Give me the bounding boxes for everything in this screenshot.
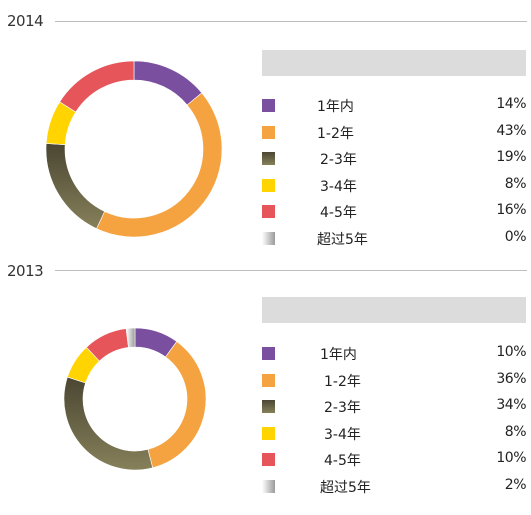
- legend-label-over-5y: 超过5年: [320, 480, 371, 496]
- legend-row-2-3y-2013: 2-3年 34%: [262, 396, 526, 418]
- divider-2014: [55, 21, 527, 22]
- slice-within-1y-2014: [133, 60, 203, 106]
- legend-row-over-5y-2014: 超过5年 0%: [262, 228, 527, 250]
- legend-value-2-3y: 19%: [496, 149, 526, 166]
- slice-1-2y-2013: [147, 341, 207, 469]
- legend-label-1-2y: 1-2年: [317, 125, 354, 142]
- legend-row-2-3y-2014: 2-3年 19%: [262, 148, 526, 170]
- legend-value-1-2y: 43%: [496, 122, 526, 139]
- legend-swatch-within-1y: [262, 347, 275, 360]
- legend-value-4-5y: 16%: [496, 202, 526, 219]
- legend-label-1-2y: 1-2年: [324, 373, 361, 390]
- legend-swatch-4-5y: [262, 453, 275, 467]
- legend-label-over-5y: 超过5年: [317, 232, 368, 248]
- legend-row-4-5y-2013: 4-5年 10%: [262, 449, 526, 471]
- legend-value-4-5y: 10%: [496, 450, 526, 467]
- legend-row-within-1y-2014: 1年内 14%: [262, 95, 526, 117]
- legend-swatch-within-1y: [262, 99, 275, 112]
- legend-value-1-2y: 36%: [496, 370, 526, 387]
- donut-chart-2014: [45, 60, 223, 238]
- slice-2-3y-2013: [63, 376, 154, 471]
- legend-swatch-2-3y: [262, 400, 275, 414]
- legend-swatch-4-5y: [262, 205, 275, 219]
- legend-value-over-5y: 2%: [504, 477, 527, 493]
- legend-value-3-4y: 8%: [504, 175, 527, 192]
- legend-swatch-3-4y: [262, 426, 275, 440]
- legend-label-2-3y: 2-3年: [324, 400, 361, 417]
- legend-label-4-5y: 4-5年: [324, 453, 361, 470]
- legend-label-3-4y: 3-4年: [324, 426, 361, 443]
- legend-swatch-3-4y: [262, 178, 275, 192]
- slice-1-2y-2014: [96, 92, 223, 238]
- legend-label-2-3y: 2-3年: [320, 152, 357, 169]
- legend-row-1-2y-2014: 1-2年 43%: [262, 122, 526, 144]
- legend-label-4-5y: 4-5年: [320, 205, 357, 222]
- legend-swatch-1-2y: [262, 125, 275, 139]
- donut-chart-2013: [63, 327, 207, 471]
- slice-4-5y-2014: [59, 60, 135, 113]
- legend-value-within-1y: 14%: [496, 96, 526, 112]
- legend-row-3-4y-2014: 3-4年 8%: [262, 175, 527, 197]
- legend-value-3-4y: 8%: [504, 423, 527, 440]
- legend-row-3-4y-2013: 3-4年 8%: [262, 423, 527, 445]
- legend-swatch-over-5y: [262, 480, 275, 493]
- legend-label-within-1y: 1年内: [317, 99, 354, 115]
- slice-over-5y-2013: [125, 327, 136, 348]
- legend-value-over-5y: 0%: [504, 229, 527, 245]
- legend-label-3-4y: 3-4年: [320, 178, 357, 195]
- chart-title-2013: 2013: [7, 262, 44, 280]
- legend-row-over-5y-2013: 超过5年 2%: [262, 476, 527, 498]
- legend-swatch-1-2y: [262, 373, 275, 387]
- legend-value-2-3y: 34%: [496, 397, 526, 414]
- chart-title-2014: 2014: [7, 12, 44, 30]
- legend-row-1-2y-2013: 1-2年 36%: [262, 370, 526, 392]
- legend-row-4-5y-2014: 4-5年 16%: [262, 201, 526, 223]
- legend-swatch-2-3y: [262, 152, 275, 166]
- legend-label-within-1y: 1年内: [320, 347, 357, 363]
- legend-row-within-1y-2013: 1年内 10%: [262, 343, 526, 365]
- divider-2013: [55, 270, 527, 271]
- slice-2-3y-2014: [45, 143, 106, 230]
- header-bar-2013: [262, 297, 526, 323]
- legend-swatch-over-5y: [262, 232, 275, 245]
- legend-value-within-1y: 10%: [496, 344, 526, 360]
- header-bar-2014: [262, 50, 526, 76]
